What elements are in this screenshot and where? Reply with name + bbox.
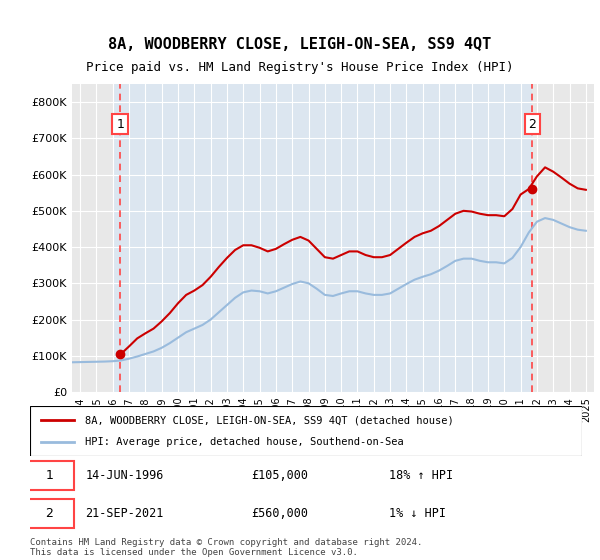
Text: Contains HM Land Registry data © Crown copyright and database right 2024.
This d: Contains HM Land Registry data © Crown c… bbox=[30, 538, 422, 557]
FancyBboxPatch shape bbox=[25, 461, 74, 490]
Bar bbox=[532, 84, 594, 392]
Text: 2: 2 bbox=[529, 118, 536, 130]
Text: 18% ↑ HPI: 18% ↑ HPI bbox=[389, 469, 453, 482]
Text: 21-SEP-2021: 21-SEP-2021 bbox=[85, 507, 164, 520]
FancyBboxPatch shape bbox=[25, 500, 74, 528]
Text: £560,000: £560,000 bbox=[251, 507, 308, 520]
Text: 1: 1 bbox=[116, 118, 124, 130]
Text: 1: 1 bbox=[46, 469, 53, 482]
Bar bbox=[72, 84, 113, 392]
Text: Price paid vs. HM Land Registry's House Price Index (HPI): Price paid vs. HM Land Registry's House … bbox=[86, 60, 514, 74]
Text: 1% ↓ HPI: 1% ↓ HPI bbox=[389, 507, 446, 520]
Text: 14-JUN-1996: 14-JUN-1996 bbox=[85, 469, 164, 482]
Text: 8A, WOODBERRY CLOSE, LEIGH-ON-SEA, SS9 4QT (detached house): 8A, WOODBERRY CLOSE, LEIGH-ON-SEA, SS9 4… bbox=[85, 415, 454, 425]
Text: HPI: Average price, detached house, Southend-on-Sea: HPI: Average price, detached house, Sout… bbox=[85, 437, 404, 447]
FancyBboxPatch shape bbox=[30, 406, 582, 456]
Text: 2: 2 bbox=[46, 507, 53, 520]
Text: £105,000: £105,000 bbox=[251, 469, 308, 482]
Text: 8A, WOODBERRY CLOSE, LEIGH-ON-SEA, SS9 4QT: 8A, WOODBERRY CLOSE, LEIGH-ON-SEA, SS9 4… bbox=[109, 38, 491, 52]
